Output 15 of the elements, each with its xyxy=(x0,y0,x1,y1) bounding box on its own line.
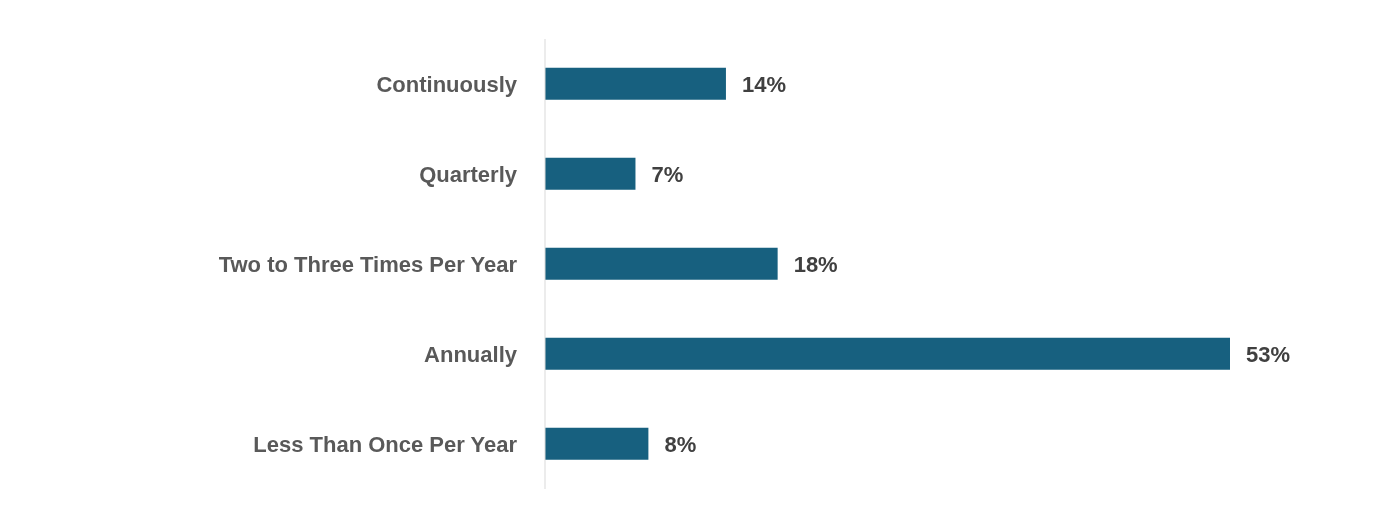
bar xyxy=(545,157,636,190)
y-tick-label: Annually xyxy=(424,341,518,367)
y-tick-label: Less Than Once Per Year xyxy=(253,431,518,457)
y-tick-label: Two to Three Times Per Year xyxy=(218,251,518,277)
bar xyxy=(545,427,649,460)
y-tick-label: Continuously xyxy=(376,71,518,97)
bar xyxy=(545,247,778,280)
bar xyxy=(545,337,1230,370)
y-tick-label: Quarterly xyxy=(419,161,518,187)
data-label: 53% xyxy=(1246,341,1291,367)
data-label: 7% xyxy=(651,161,684,187)
data-label: 8% xyxy=(664,431,697,457)
data-label: 14% xyxy=(741,71,786,97)
data-label: 18% xyxy=(793,251,838,277)
bar xyxy=(545,67,726,100)
